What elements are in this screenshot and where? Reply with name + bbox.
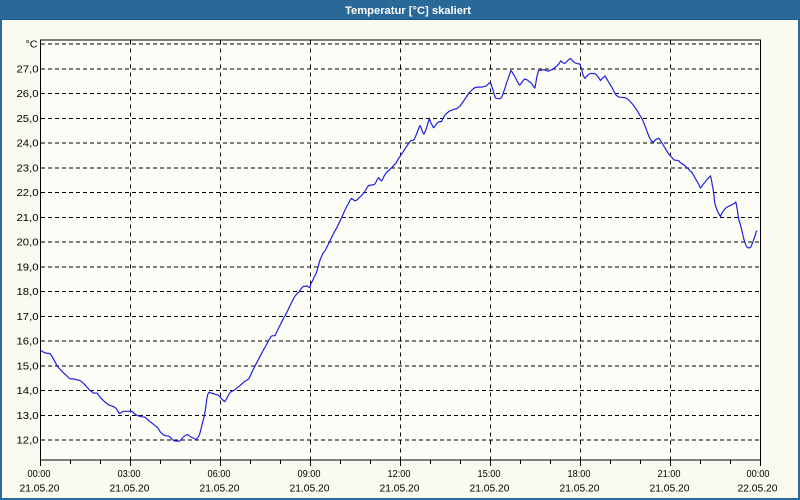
svg-text:06:00: 06:00 [208, 469, 231, 480]
svg-text:24,0: 24,0 [17, 138, 39, 150]
svg-text:21.05.20: 21.05.20 [290, 484, 330, 495]
svg-text:16,0: 16,0 [17, 336, 39, 348]
svg-text:18:00: 18:00 [568, 469, 591, 480]
svg-text:20,0: 20,0 [17, 237, 39, 249]
svg-text:21.05.20: 21.05.20 [200, 484, 240, 495]
svg-text:03:00: 03:00 [118, 469, 141, 480]
svg-text:21.05.20: 21.05.20 [650, 484, 690, 495]
svg-text:13,0: 13,0 [17, 410, 39, 422]
svg-text:21.05.20: 21.05.20 [380, 484, 420, 495]
svg-text:15:00: 15:00 [478, 469, 501, 480]
svg-text:21,0: 21,0 [17, 212, 39, 224]
svg-text:21:00: 21:00 [658, 469, 681, 480]
svg-text:25,0: 25,0 [17, 113, 39, 125]
svg-text:00:00: 00:00 [747, 469, 770, 480]
svg-text:09:00: 09:00 [298, 469, 321, 480]
svg-text:26,0: 26,0 [17, 88, 39, 100]
svg-text:19,0: 19,0 [17, 261, 39, 273]
svg-text:21.05.20: 21.05.20 [20, 484, 60, 495]
svg-text:14,0: 14,0 [17, 385, 39, 397]
svg-text:22.05.20: 22.05.20 [738, 484, 778, 495]
svg-text:00:00: 00:00 [28, 469, 51, 480]
svg-text:22,0: 22,0 [17, 187, 39, 199]
svg-text:27,0: 27,0 [17, 63, 39, 75]
svg-text:15,0: 15,0 [17, 360, 39, 372]
svg-text:23,0: 23,0 [17, 162, 39, 174]
svg-text:°C: °C [26, 39, 38, 51]
svg-text:21.05.20: 21.05.20 [470, 484, 510, 495]
svg-text:21.05.20: 21.05.20 [110, 484, 150, 495]
svg-text:12:00: 12:00 [388, 469, 411, 480]
svg-text:18,0: 18,0 [17, 286, 39, 298]
svg-text:17,0: 17,0 [17, 311, 39, 323]
svg-text:21.05.20: 21.05.20 [560, 484, 600, 495]
svg-text:Temperatur [°C] skaliert: Temperatur [°C] skaliert [345, 5, 471, 17]
svg-text:12,0: 12,0 [17, 435, 39, 447]
